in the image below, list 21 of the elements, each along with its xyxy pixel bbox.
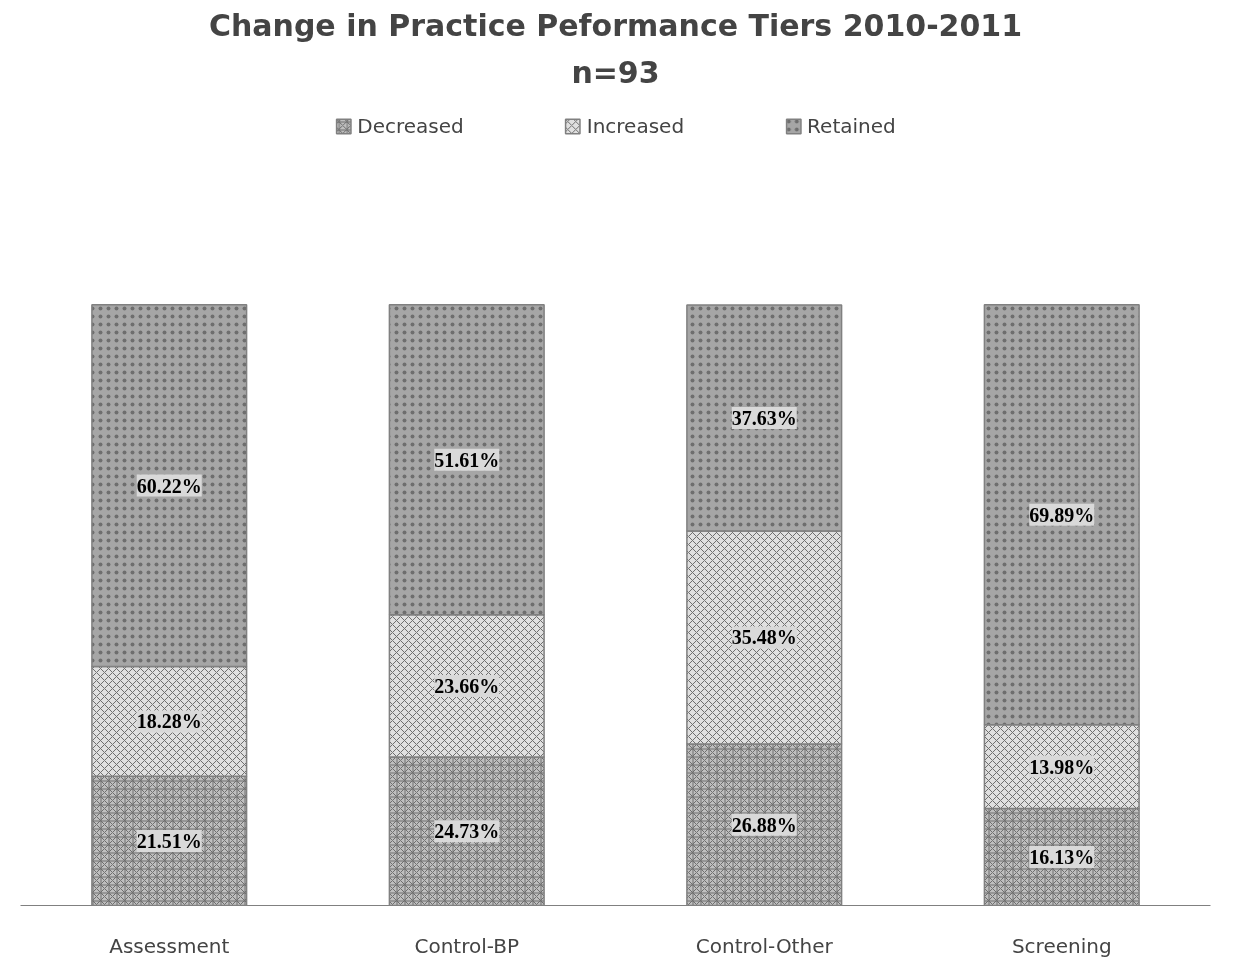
data-label: 26.88%: [731, 813, 797, 836]
x-tick-label: Assessment: [109, 933, 230, 958]
data-label: 16.13%: [1029, 846, 1095, 869]
data-label: 69.89%: [1029, 503, 1095, 526]
data-label: 23.66%: [434, 674, 500, 697]
data-label: 13.98%: [1029, 755, 1095, 778]
chart-title: Change in Practice Peformance Tiers 2010-2011: [208, 7, 1023, 43]
data-label: 21.51%: [136, 829, 202, 852]
data-label: 51.61%: [434, 448, 500, 471]
data-label: 24.73%: [434, 820, 500, 843]
x-tick-label: Screening: [1011, 933, 1112, 958]
data-label: 37.63%: [731, 406, 797, 429]
legend-label: Increased: [586, 114, 685, 138]
chart-subtitle: n=93: [571, 54, 660, 90]
legend-label: Decreased: [357, 114, 464, 138]
data-label: 60.22%: [136, 474, 202, 497]
x-tick-label: Control-Other: [695, 933, 834, 958]
x-tick-label: Control-BP: [414, 933, 520, 958]
data-label: 35.48%: [731, 626, 797, 649]
data-label: 18.28%: [136, 710, 202, 733]
legend-label: Retained: [807, 114, 896, 138]
